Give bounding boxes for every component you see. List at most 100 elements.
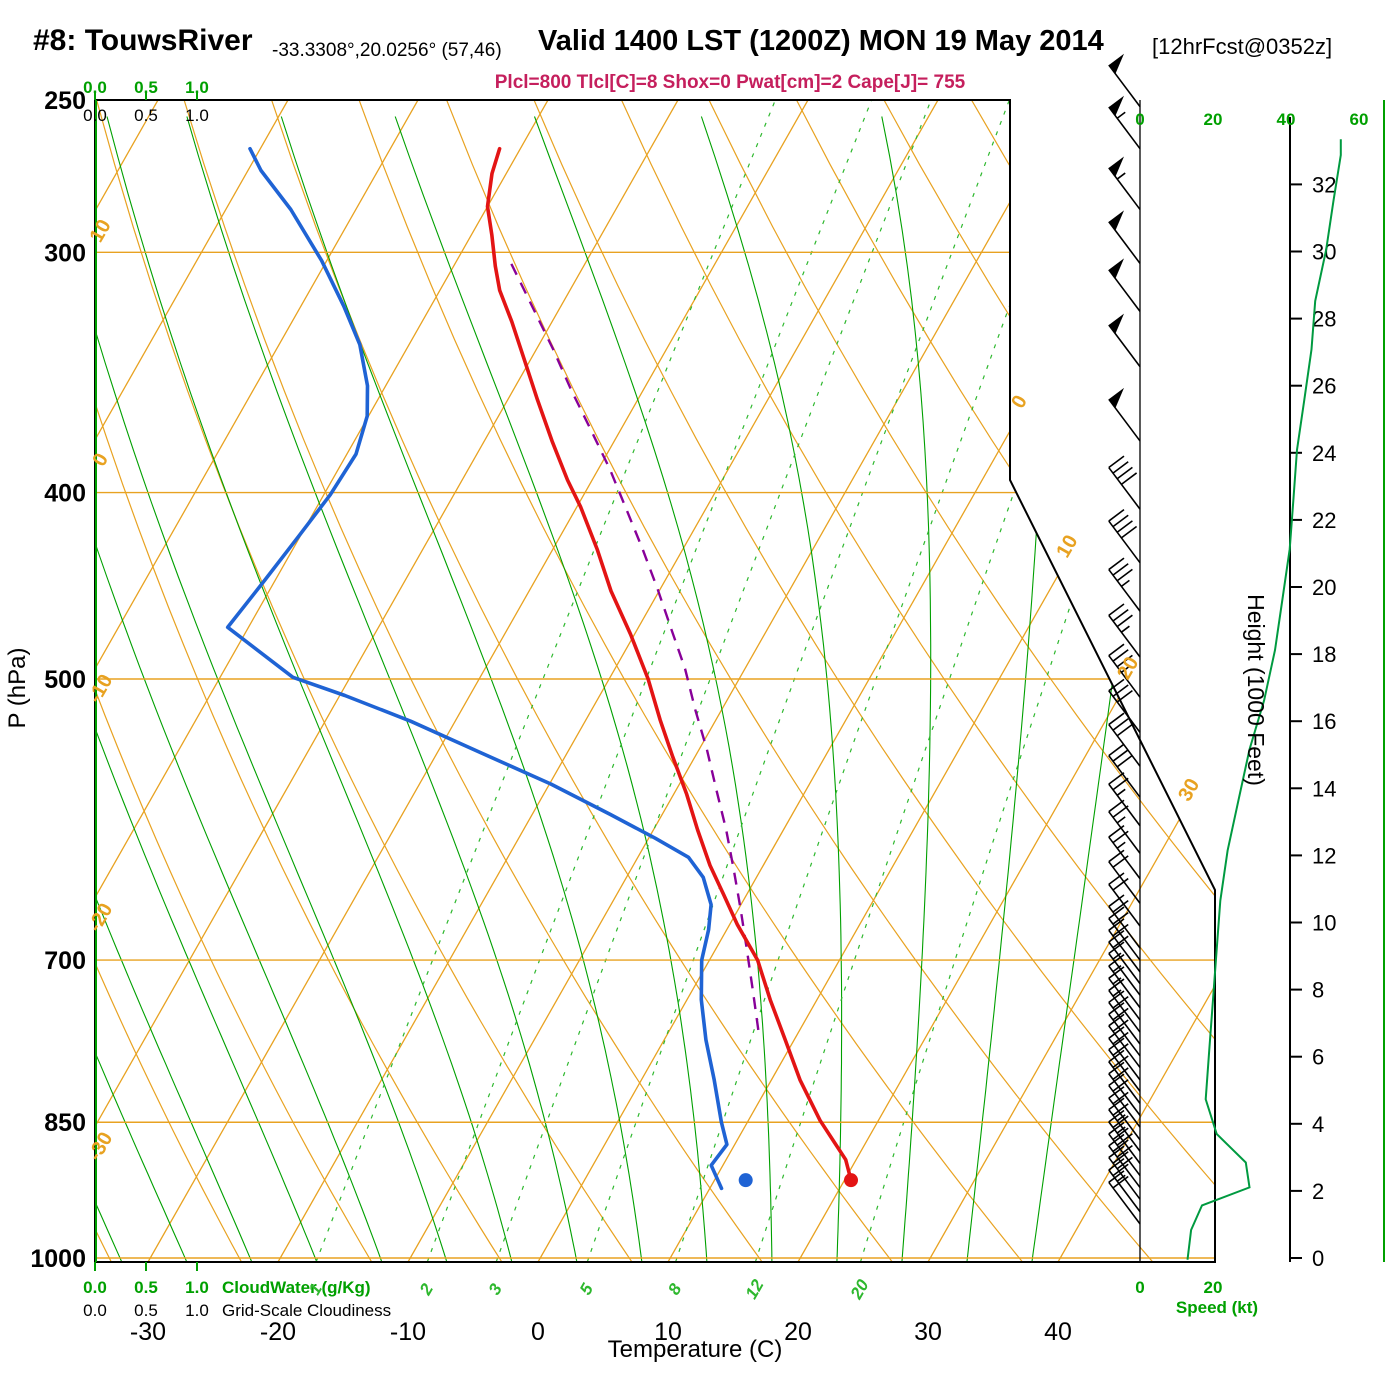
barb-feather — [1108, 1133, 1125, 1147]
surface-dewpoint-dot — [738, 1173, 753, 1188]
barb-feather — [1108, 1086, 1125, 1099]
barb-feather — [1108, 906, 1125, 920]
speed-scale-top-label: 60 — [1350, 110, 1369, 129]
barb-feather — [1120, 525, 1138, 539]
barb-feather — [1112, 461, 1129, 474]
temperature-tick-label: 0 — [531, 1318, 545, 1346]
barb-feather — [1112, 749, 1129, 762]
barb-half-feather — [1112, 964, 1122, 973]
dry-adiabat-line — [619, 100, 1215, 1262]
isotherm-label-right: 0 — [1007, 392, 1032, 413]
moist-adiabat-line — [1031, 116, 1182, 1262]
wind-barb-staff — [1108, 783, 1141, 827]
barb-pennant — [1108, 95, 1124, 116]
height-tick-label: 28 — [1312, 307, 1336, 332]
pressure-tick-label: 250 — [44, 87, 86, 115]
pressure-tick-label: 400 — [44, 480, 86, 508]
isotherm-label-left: -30 — [84, 1129, 118, 1165]
dry-adiabat-line — [794, 100, 1215, 1262]
barb-feather — [1112, 1079, 1129, 1092]
temperature-curve — [485, 146, 853, 1182]
pressure-tick-label: 500 — [44, 666, 86, 694]
cloudwater-scale-bottom-label: 0.5 — [134, 1278, 158, 1297]
barb-feather — [1108, 1109, 1125, 1123]
barb-feather — [1112, 563, 1129, 576]
dewpoint-curve — [225, 146, 729, 1191]
barb-feather — [1108, 849, 1125, 863]
speed-scale-bottom-label: 0 — [1135, 1278, 1144, 1297]
moist-adiabat-line — [881, 116, 932, 1262]
barb-feather — [1112, 912, 1129, 925]
barb-feather — [1108, 825, 1125, 838]
background-grid — [95, 100, 1215, 1262]
speed-axis-label: Speed (kt) — [1176, 1298, 1258, 1317]
plot-border — [94, 99, 1216, 1263]
temperature-tick-label: -10 — [390, 1318, 426, 1346]
moist-adiabat-line — [95, 116, 253, 1262]
mixing-ratio-line — [674, 100, 1087, 1262]
barb-half-feather — [1112, 977, 1122, 985]
barb-feather — [1120, 472, 1138, 485]
cloudiness-scale-top-label: 0.5 — [134, 106, 158, 125]
barb-feather — [1108, 894, 1125, 908]
isotherm-line — [95, 100, 289, 1262]
mixing-ratio-label: 8 — [664, 1280, 685, 1298]
dry-adiabat-line — [95, 100, 633, 1262]
temperature-tick-label: -20 — [260, 1318, 296, 1346]
barb-feather — [1112, 1031, 1129, 1045]
moist-adiabat-line — [280, 116, 643, 1262]
dry-adiabat-line — [95, 100, 243, 1262]
height-tick-label: 8 — [1312, 978, 1324, 1003]
wind-barb-staff — [1108, 953, 1141, 996]
mixing-ratio-label: 20 — [846, 1276, 873, 1303]
wind-barb-staff — [1108, 883, 1141, 927]
barb-feather — [1108, 918, 1125, 931]
barb-feather — [1112, 855, 1129, 868]
barb-half-feather — [1116, 172, 1126, 180]
cloudwater-scale-top-label: 0.5 — [134, 78, 158, 97]
wind-barb-staff — [1108, 690, 1141, 733]
moist-adiabat-line — [95, 116, 318, 1262]
stability-indices: Plcl=800 Tlcl[C]=8 Shox=0 Pwat[cm]=2 Cap… — [494, 72, 966, 93]
wind-barb-staff — [1108, 655, 1141, 698]
barb-feather — [1108, 990, 1125, 1004]
moist-adiabat-line — [966, 116, 1048, 1262]
isotherm-line — [95, 100, 419, 1262]
temperature-tick-label: -30 — [130, 1318, 166, 1346]
isotherm-label-right: 10 — [1052, 531, 1082, 561]
barb-feather — [1108, 929, 1125, 943]
barb-feather — [1116, 654, 1133, 668]
isotherm-line — [407, 100, 1069, 1262]
barb-feather — [1116, 1156, 1133, 1170]
barb-feather — [1112, 1163, 1129, 1177]
valid-time-title: Valid 1400 LST (1200Z) MON 19 May 2014 — [538, 25, 1104, 57]
height-tick-label: 20 — [1312, 575, 1336, 600]
barb-feather — [1116, 520, 1133, 533]
wind-barb-staff — [1108, 467, 1141, 510]
barb-feather — [1108, 1049, 1125, 1063]
height-tick-label: 10 — [1312, 911, 1336, 936]
barb-feather — [1108, 1121, 1125, 1135]
barb-feather — [1112, 830, 1129, 844]
barb-feather — [1108, 603, 1125, 617]
barb-feather — [1108, 1026, 1125, 1039]
wind-barb-staff — [1108, 811, 1141, 854]
pressure-axis-label: P (hPa) — [4, 648, 31, 729]
isotherm-line — [667, 100, 1215, 1262]
barb-half-feather — [1112, 989, 1122, 997]
barb-half-feather — [1116, 111, 1126, 119]
surface-temperature-dot — [843, 1173, 858, 1188]
dry-adiabat-line — [95, 100, 373, 1262]
barb-feather — [1116, 568, 1133, 582]
isotherm-line — [1057, 100, 1215, 1262]
barb-feather — [1116, 614, 1133, 628]
moist-adiabat-line — [95, 116, 188, 1262]
isotherm-label-left: 10 — [86, 216, 116, 246]
barb-feather — [1108, 953, 1125, 967]
barb-pennant — [1108, 156, 1124, 177]
wind-barb-staff — [1108, 269, 1141, 312]
barb-pennant — [1108, 387, 1124, 409]
barb-feather — [1112, 1043, 1129, 1056]
barb-feather — [1108, 557, 1125, 571]
